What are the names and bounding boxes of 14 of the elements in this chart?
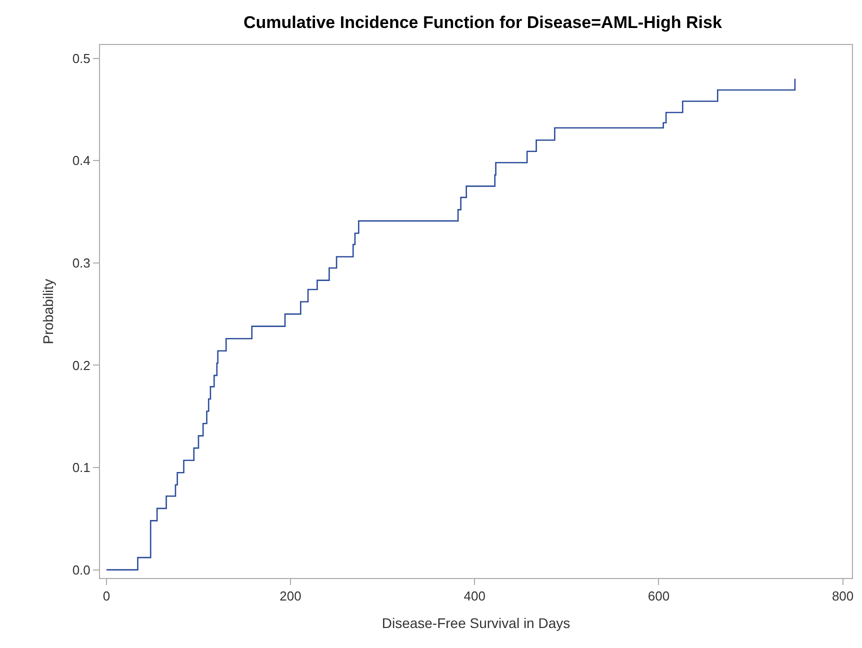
- y-axis-title: Probability: [40, 278, 56, 344]
- x-tick-label: 400: [464, 588, 486, 604]
- x-tick-label: 800: [832, 588, 854, 604]
- y-tick-label: 0.0: [72, 562, 90, 578]
- y-tick-label: 0.3: [72, 255, 90, 270]
- x-axis-title: Disease-Free Survival in Days: [382, 614, 570, 631]
- x-tick-label: 600: [648, 588, 670, 604]
- y-tick-label: 0.1: [72, 460, 90, 476]
- x-tick-label: 0: [102, 588, 110, 604]
- y-tick-label: 0.4: [72, 153, 90, 168]
- y-tick-label: 0.5: [72, 50, 90, 66]
- y-tick-label: 0.2: [72, 358, 90, 373]
- chart-title: Cumulative Incidence Function for Disease=AML-High Risk: [243, 13, 722, 32]
- x-tick-label: 200: [280, 588, 302, 604]
